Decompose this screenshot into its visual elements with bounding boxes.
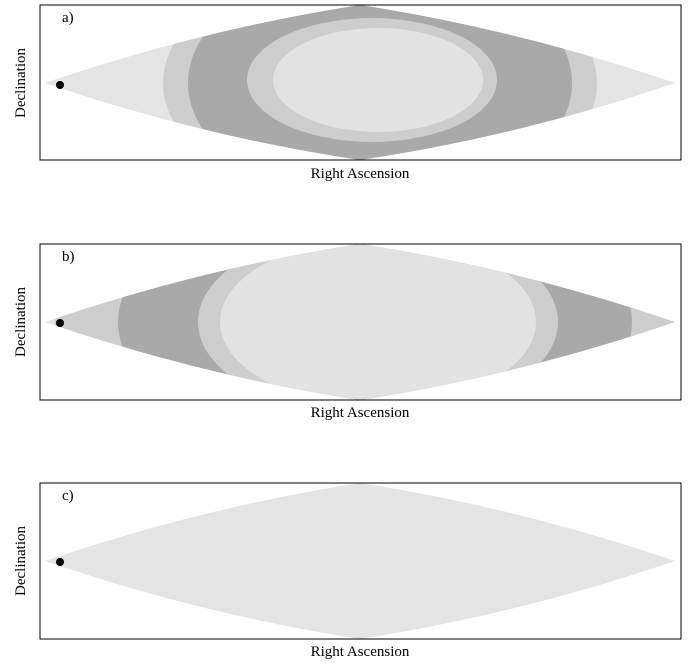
frame [39, 482, 682, 640]
x-axis-label: Right Ascension [311, 644, 410, 660]
contour [220, 244, 536, 400]
source-marker [56, 81, 64, 89]
panel-label: a) [62, 10, 74, 26]
sky-region [45, 483, 675, 639]
panel-c: c) Right Ascension Declination [13, 482, 682, 660]
panel-a: a) Right Ascension Declination [13, 4, 682, 182]
y-axis-label: Declination [13, 287, 29, 357]
x-axis-label: Right Ascension [311, 166, 410, 182]
y-axis-label: Declination [13, 526, 29, 596]
contour [273, 28, 483, 132]
panel-b: b) Right Ascension Declination [13, 243, 682, 421]
source-marker [56, 558, 64, 566]
x-axis-label: Right Ascension [311, 405, 410, 421]
source-marker [56, 319, 64, 327]
panel-label: b) [62, 249, 75, 265]
panel-label: c) [62, 488, 74, 504]
y-axis-label: Declination [13, 48, 29, 118]
frame [39, 243, 682, 401]
frame [39, 4, 682, 161]
